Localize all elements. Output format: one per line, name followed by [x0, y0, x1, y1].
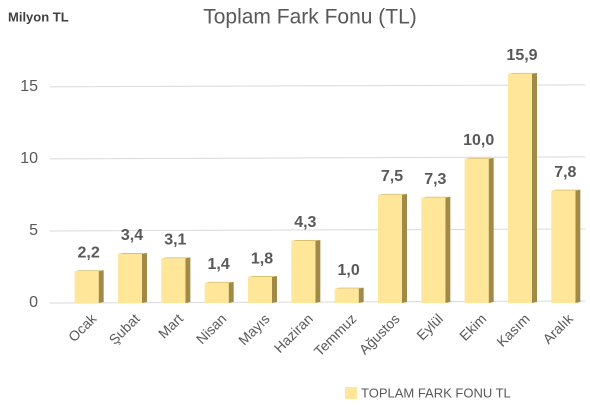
x-tick-label: Mart — [155, 310, 186, 341]
y-tick-label: 5 — [29, 222, 38, 239]
bar — [291, 240, 321, 303]
grid-line — [49, 84, 586, 88]
bar-part — [118, 254, 142, 303]
value-label: 1,8 — [251, 250, 273, 267]
x-tick-label: Ağustos — [356, 310, 403, 357]
value-label: 1,4 — [208, 256, 230, 273]
bar-part — [161, 258, 186, 303]
value-label: 3,1 — [164, 232, 186, 249]
bar-part — [358, 287, 364, 303]
value-label: 7,3 — [424, 171, 446, 188]
bar-part — [228, 281, 234, 303]
grid-line — [49, 156, 586, 160]
bar — [551, 189, 581, 303]
y-tick-label: 10 — [20, 150, 38, 167]
legend-label: TOPLAM FARK FONU TL — [361, 385, 511, 400]
x-tick-label: Temmuz — [311, 310, 360, 359]
value-label: 10,0 — [463, 132, 494, 149]
bar-part — [575, 189, 581, 303]
bar-part — [248, 276, 277, 278]
x-tick-label: Mayıs — [235, 310, 273, 348]
value-label: 7,8 — [554, 164, 576, 181]
bar — [204, 281, 234, 303]
bar-part — [248, 277, 272, 303]
bar-part — [532, 72, 537, 304]
bar-part — [508, 72, 537, 74]
bar-part — [272, 276, 277, 303]
legend-swatch — [345, 387, 357, 399]
x-tick-label: Haziran — [271, 310, 316, 355]
x-tick-label: Nisan — [193, 310, 230, 347]
y-tick-label: 0 — [29, 294, 38, 311]
chart-title: Toplam Fark Fonu (TL) — [203, 6, 417, 29]
x-tick-label: Şubat — [106, 310, 143, 347]
value-label: 1,0 — [338, 262, 360, 279]
bar-part — [291, 240, 321, 242]
bar-part — [334, 288, 359, 303]
bar-part — [334, 287, 364, 289]
bar — [334, 287, 364, 303]
bar — [248, 276, 277, 303]
bar-part — [142, 253, 147, 303]
bar-part — [421, 197, 446, 303]
bar-part — [315, 240, 321, 303]
bar — [118, 253, 147, 303]
bar-part — [74, 270, 104, 272]
bar-part — [98, 270, 104, 303]
bar-part — [204, 281, 234, 283]
value-label: 2,2 — [78, 245, 100, 262]
bar — [508, 72, 537, 304]
bar-part — [204, 282, 229, 303]
value-label: 7,5 — [381, 168, 403, 185]
x-tick-label: Eylül — [413, 310, 446, 343]
bar-part — [402, 193, 407, 303]
x-tick-label: Ekim — [456, 310, 489, 343]
bar — [378, 193, 407, 303]
x-tick-label: Aralık — [539, 310, 576, 347]
bar-part — [421, 196, 451, 198]
bar-part — [508, 73, 532, 304]
grid-line — [49, 228, 586, 232]
value-label: 3,4 — [121, 227, 143, 244]
bar-part — [464, 157, 494, 159]
bar-part — [74, 271, 99, 303]
bar-part — [488, 157, 494, 303]
value-label: 15,9 — [506, 47, 537, 64]
value-label: 4,3 — [294, 214, 316, 231]
bar-part — [378, 193, 407, 195]
y-tick-label: 15 — [20, 78, 38, 95]
bar-part — [551, 190, 576, 303]
bar-part — [378, 194, 402, 303]
bar — [421, 196, 451, 303]
bar-part — [464, 158, 489, 303]
bar-part — [161, 257, 191, 259]
bar-part — [185, 257, 191, 303]
bar-part — [118, 253, 147, 254]
bar-part — [445, 196, 451, 303]
bar-part — [551, 189, 581, 191]
bar — [161, 257, 191, 303]
bar — [464, 157, 494, 303]
y-axis-label: Milyon TL — [8, 9, 69, 24]
x-tick-label: Kasım — [493, 310, 532, 349]
bar-part — [291, 241, 316, 303]
x-tick-label: Ocak — [65, 310, 100, 345]
bar — [74, 270, 104, 303]
